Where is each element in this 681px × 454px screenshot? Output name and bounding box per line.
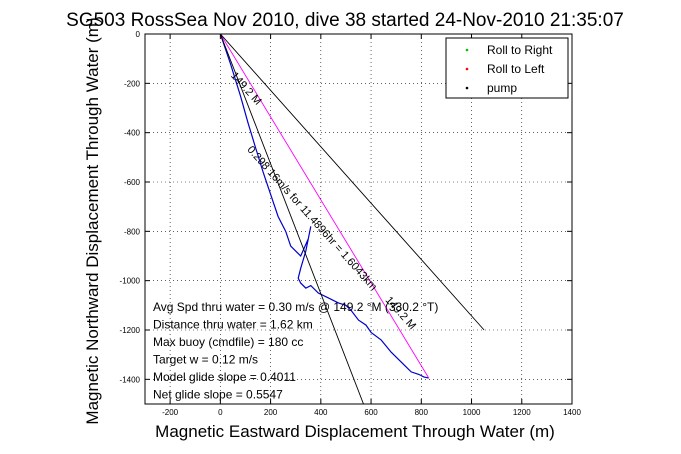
y-tick-label: -600 xyxy=(124,178,141,187)
annotation-line: Model glide slope = 0.4011 xyxy=(153,370,296,384)
legend-label: pump xyxy=(487,81,517,95)
annotation-line: Max buoy (cmdfile) = 180 cc xyxy=(153,335,303,349)
series-line-0 xyxy=(219,34,429,379)
annotation-line: Distance thru water = 1.62 km xyxy=(153,318,313,332)
x-axis-label: Magnetic Eastward Displacement Through W… xyxy=(155,422,555,441)
x-tick-label: 1400 xyxy=(563,408,581,417)
x-tick-label: 0 xyxy=(218,408,223,417)
y-tick-label: -1400 xyxy=(120,375,141,384)
y-tick-label: -1200 xyxy=(120,326,141,335)
annotation-line: Avg Spd thru water = 0.30 m/s @ 149.2 °M… xyxy=(153,300,438,314)
annotation-line: Target w = 0.12 m/s xyxy=(153,353,258,367)
legend: Roll to Right Roll to Left pump xyxy=(445,37,569,99)
y-tick-label: -1000 xyxy=(120,277,141,286)
x-tick-label: 800 xyxy=(415,408,429,417)
y-axis-label: Magnetic Northward Displacement Through … xyxy=(83,17,102,424)
x-axis-ticks: -200 0 200 400 600 800 1000 1200 1400 xyxy=(162,34,581,417)
x-tick-label: 200 xyxy=(264,408,278,417)
legend-marker xyxy=(465,48,469,52)
y-tick-label: 0 xyxy=(136,30,141,39)
legend-label: Roll to Left xyxy=(487,62,545,76)
x-tick-label: 1000 xyxy=(463,408,481,417)
series-line-3 xyxy=(219,34,364,404)
x-tick-label: -200 xyxy=(162,408,179,417)
x-tick-label: 1200 xyxy=(513,408,531,417)
legend-marker xyxy=(465,67,469,71)
annotations: Avg Spd thru water = 0.30 m/s @ 149.2 °M… xyxy=(153,300,438,402)
grid xyxy=(145,33,573,404)
series-line-1 xyxy=(220,34,430,379)
x-tick-label: 400 xyxy=(314,408,328,417)
annotation-line: Net glide slope = 0.5547 xyxy=(153,388,283,402)
series-group xyxy=(219,34,485,404)
y-tick-label: -200 xyxy=(124,79,141,88)
series-line-2 xyxy=(220,34,485,331)
chart-title: SG503 RossSea Nov 2010, dive 38 started … xyxy=(66,10,624,31)
x-tick-label: 600 xyxy=(364,408,378,417)
y-tick-label: -400 xyxy=(124,129,141,138)
legend-label: Roll to Right xyxy=(487,43,553,57)
y-tick-label: -800 xyxy=(124,227,141,236)
y-axis-ticks: 0 -200 -400 -600 -800 -1000 -1200 -1400 xyxy=(120,30,572,384)
legend-marker xyxy=(465,86,469,90)
